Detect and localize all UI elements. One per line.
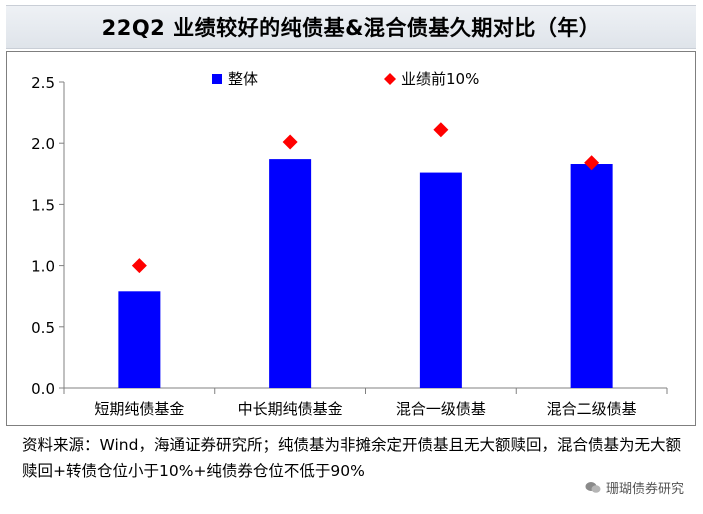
legend-swatch-bar	[212, 74, 222, 84]
legend-label: 业绩前10%	[401, 70, 479, 88]
scatter-point	[282, 134, 298, 150]
scatter-point	[131, 258, 147, 274]
y-tick-label: 0.0	[31, 380, 55, 398]
x-tick-label: 混合一级债基	[396, 400, 486, 418]
y-tick-label: 0.5	[31, 319, 55, 337]
y-tick-label: 1.5	[31, 196, 55, 214]
y-tick-label: 2.0	[31, 135, 55, 153]
legend-swatch-marker	[384, 73, 396, 85]
scatter-point	[584, 155, 600, 171]
chart-title: 22Q2 业绩较好的纯债基&混合债基久期对比（年）	[101, 16, 601, 40]
y-tick-label: 2.5	[31, 74, 55, 92]
y-tick-label: 1.0	[31, 258, 55, 276]
legend-label: 整体	[228, 70, 258, 88]
x-tick-label: 短期纯债基金	[94, 400, 184, 418]
x-tick-label: 中长期纯债基金	[238, 400, 343, 418]
chart-title-band: 22Q2 业绩较好的纯债基&混合债基久期对比（年）	[6, 5, 696, 49]
bar	[118, 291, 161, 388]
bar-chart: 0.0 0.5 1.0 1.5 2.0 2.5 短期纯债基金 中长期纯债基金 混合一级债基 混合二…	[31, 70, 668, 418]
wechat-icon	[585, 481, 601, 493]
bar	[570, 164, 613, 388]
source-note: 资料来源：Wind，海通证券研究所；纯债基为非摊余定开债基且无大额赎回，混合债基…	[22, 436, 681, 480]
chart-frame: 0.0 0.5 1.0 1.5 2.0 2.5 短期纯债基金 中长期纯债基金 混合一级债基 混合二…	[6, 51, 696, 426]
bar	[419, 172, 462, 388]
x-tick-label: 混合二级债基	[547, 400, 637, 418]
bar	[269, 159, 312, 388]
watermark-text: 珊瑚债券研究	[606, 481, 685, 497]
scatter-point	[433, 122, 449, 138]
watermark: 珊瑚债券研究	[583, 477, 687, 497]
